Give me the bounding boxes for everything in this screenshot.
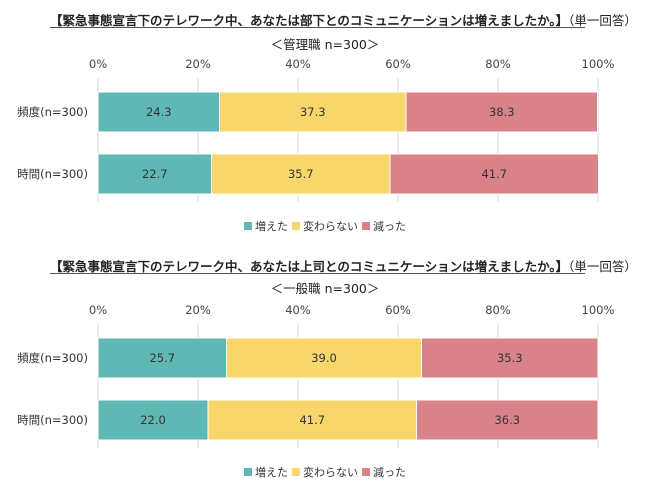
chart-2-data-label: 25.7 [149,351,175,365]
chart-1-legend-label-increased: 増えた [255,220,288,233]
chart-2-legend-swatch-decreased [362,468,370,476]
chart-1-bar-unchanged [211,153,391,195]
chart-1-bar-decreased [389,153,599,195]
chart-1-x-tick-label: 0% [89,57,107,71]
chart-2-legend-label-decreased: 減った [373,465,406,479]
chart-2-legend-label-increased: 増えた [255,466,288,479]
chart-2-bar-increased [97,337,227,379]
chart-1-data-label: 37.3 [300,105,326,119]
chart-2-x-tick-label: 80% [485,303,511,317]
chart-1-data-label: 24.3 [146,105,172,119]
chart-2-bar-decreased [421,337,599,379]
chart-1-legend-swatch-unchanged [292,222,300,230]
chart-1-bar-unchanged [219,91,407,133]
chart-2-title-note: （単一回答） [568,259,637,274]
chart-1-title-main: 【緊急事態宣言下のテレワーク中、あなたは部下とのコミュニケーションは増えましたか… [50,13,569,28]
chart-1-x-tick-label: 100% [582,57,615,71]
chart-2-legend-label-unchanged: 変わらない [303,465,358,479]
chart-1-x-tick-label: 20% [185,57,211,71]
chart-1-bar-increased [97,91,220,133]
chart-1-bar-increased [97,153,212,195]
chart-2-legend-swatch-increased [244,468,252,476]
chart-2-bar-decreased [416,399,599,441]
chart-1-legend-label-decreased: 減った [373,219,406,233]
chart-2-title: 【緊急事態宣言下のテレワーク中、あなたは上司とのコミュニケーションは増えましたか… [50,256,637,275]
chart-1-data-label: 41.7 [481,167,507,181]
chart-2-title-underline [50,273,585,274]
chart-2-subtitle: ＜一般職 n=300＞ [270,281,380,296]
chart-2-category-label: 頻度(n=300) [17,351,88,365]
chart-1-subtitle: ＜管理職 n=300＞ [270,37,380,52]
chart-1-data-label: 35.7 [288,167,314,181]
chart-1-legend-swatch-increased [244,222,252,230]
chart-1-plot: 0% 20% 40% 60% 80% 100% 頻度(n=300) 24.3 37.3 38.3 時… [17,57,615,233]
chart-1-data-label: 22.7 [142,167,168,181]
chart-1-x-tick-label: 80% [485,57,511,71]
chart-1-data-label: 38.3 [489,105,515,119]
chart-2-bar-unchanged [226,337,422,379]
chart-1-x-tick-label: 60% [385,57,411,71]
chart-2-bar-increased [97,399,209,441]
chart-2-x-tick-label: 40% [285,303,311,317]
chart-1-x-tick-label: 40% [285,57,311,71]
chart-1-title-note: （単一回答） [568,13,637,28]
chart-1-legend-swatch-decreased [362,222,370,230]
chart-1-legend-label-unchanged: 変わらない [303,219,358,233]
chart-2-x-tick-label: 20% [185,303,211,317]
chart-1-bar-decreased [405,91,598,133]
chart-1-category-label: 時間(n=300) [17,167,88,181]
chart-2-data-label: 22.0 [140,413,166,427]
chart-2-data-label: 36.3 [494,413,520,427]
chart-2-data-label: 39.0 [311,351,337,365]
chart-1-title-underline [50,27,585,28]
chart-1-title: 【緊急事態宣言下のテレワーク中、あなたは部下とのコミュニケーションは増えましたか… [50,10,637,29]
chart-2-x-tick-label: 60% [385,303,411,317]
chart-2-data-label: 41.7 [299,413,325,427]
chart-2-x-tick-label: 100% [582,303,615,317]
chart-2-category-label: 時間(n=300) [17,413,88,427]
chart-1-category-label: 頻度(n=300) [17,105,88,119]
chart-2-title-main: 【緊急事態宣言下のテレワーク中、あなたは上司とのコミュニケーションは増えましたか… [50,259,569,274]
chart-2-legend-swatch-unchanged [292,468,300,476]
chart-2-data-label: 35.3 [497,351,523,365]
chart-2-bar-unchanged [207,399,417,441]
chart-2-x-tick-label: 0% [89,303,107,317]
chart-2-plot: 0% 20% 40% 60% 80% 100% 頻度(n=300) 25.7 39.0 35.3 時… [17,303,615,479]
